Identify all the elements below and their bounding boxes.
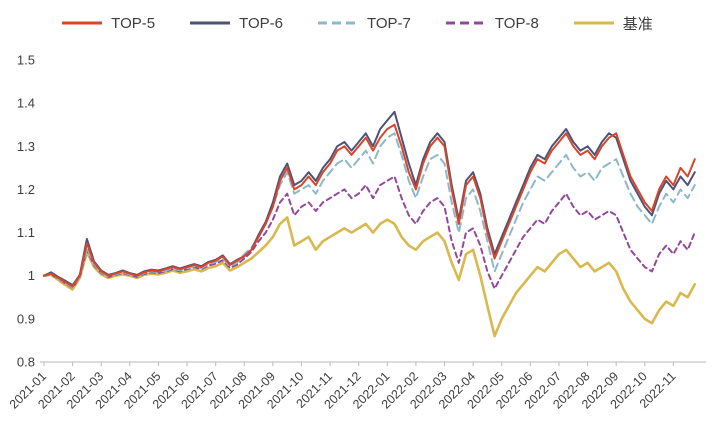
- legend-label-top-7: TOP-7: [366, 14, 411, 32]
- y-tick-label: 0.9: [17, 311, 35, 326]
- plot-area: 2021-012021-022021-032021-042021-052021-…: [7, 53, 706, 412]
- y-tick-label: 1.2: [17, 182, 35, 197]
- y-tick-label: 1.5: [17, 53, 35, 68]
- chart-legend: TOP-5 TOP-6 TOP-7 TOP-8 基准: [0, 6, 714, 40]
- y-tick-label: 1.1: [17, 225, 35, 240]
- legend-item-top-5: TOP-5: [61, 15, 155, 32]
- x-axis: 2021-012021-022021-032021-042021-052021-…: [7, 361, 706, 412]
- legend-item-benchmark: 基准: [573, 13, 653, 34]
- series-line-top-5: [43, 123, 696, 288]
- y-tick-label: 1.4: [17, 96, 35, 111]
- legend-swatch-top-5: [62, 21, 103, 25]
- y-tick-label: 1: [28, 268, 35, 283]
- legend-swatch-top-8: [445, 21, 486, 25]
- y-axis-labels: 0.8 0.9 1 1.1 1.2 1.3 1.4 1.5: [17, 53, 35, 370]
- legend-item-top-6: TOP-6: [189, 15, 283, 32]
- series-line-benchmark: [42, 216, 697, 338]
- y-tick-label: 1.3: [17, 139, 35, 154]
- legend-swatch-benchmark: [573, 21, 614, 25]
- legend-label-top-6: TOP-6: [239, 14, 283, 32]
- legend-swatch-top-7: [317, 21, 358, 25]
- legend-label-benchmark: 基准: [622, 15, 653, 33]
- legend-item-top-7: TOP-7: [317, 15, 411, 32]
- y-tick-label: 0.8: [17, 355, 35, 370]
- legend-item-top-8: TOP-8: [445, 15, 539, 32]
- legend-label-top-8: TOP-8: [494, 14, 539, 32]
- series-line-top-6: [43, 110, 696, 287]
- legend-swatch-top-6: [190, 21, 231, 25]
- legend-label-top-5: TOP-5: [111, 14, 156, 32]
